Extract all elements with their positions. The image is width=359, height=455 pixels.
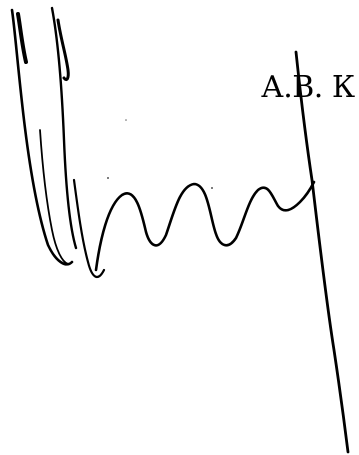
printed-signatory-name: А.В. К: [261, 70, 355, 105]
